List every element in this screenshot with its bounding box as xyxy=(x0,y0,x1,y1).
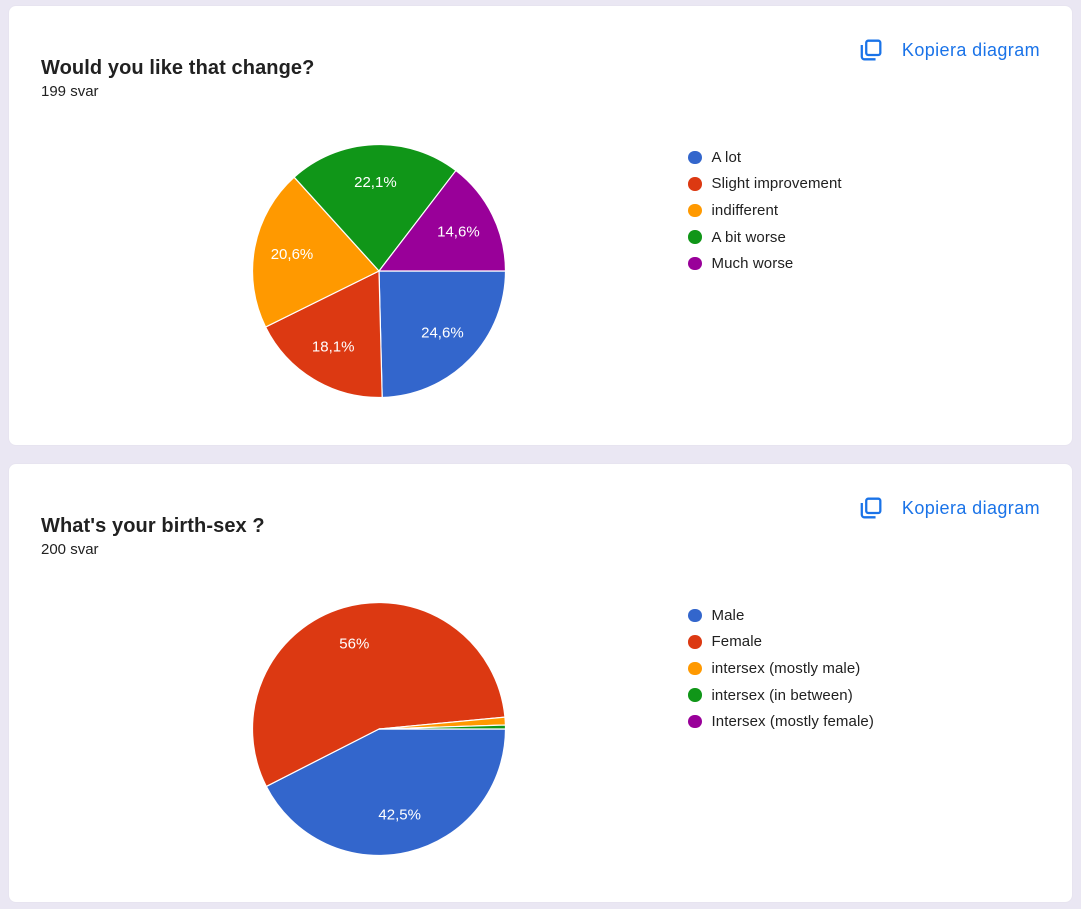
legend-color-dot xyxy=(688,635,702,649)
legend-label: A lot xyxy=(711,148,742,166)
response-count: 200 svar xyxy=(41,541,99,558)
legend-label: intersex (in between) xyxy=(711,686,853,704)
legend-color-dot xyxy=(688,177,702,191)
pie-slice[interactable] xyxy=(251,601,506,788)
legend-color-dot xyxy=(688,256,702,271)
legend-item: Intersex (mostly female) xyxy=(688,708,874,735)
question-card: Would you like that change? 199 svar Kop… xyxy=(8,5,1073,446)
legend-item: Slight improvement xyxy=(688,171,842,198)
pie-slice[interactable] xyxy=(378,270,507,399)
legend-color-dot xyxy=(688,714,702,729)
legend-label: intersex (mostly male) xyxy=(711,659,861,677)
copy-icon xyxy=(858,37,884,63)
legend-color-dot xyxy=(688,230,702,244)
legend-color-dot xyxy=(688,661,702,676)
legend-label: Male xyxy=(711,606,745,624)
pie-slice[interactable] xyxy=(265,728,507,857)
question-title: What's your birth-sex ? xyxy=(41,514,265,537)
pie-slice[interactable] xyxy=(251,176,380,328)
pie-slice-label: 22,1% xyxy=(354,174,397,191)
copy-chart-label: Kopiera diagram xyxy=(901,39,1040,60)
question-card: What's your birth-sex ? 200 svar Kopiera… xyxy=(8,463,1073,903)
legend-item: Male xyxy=(688,602,874,629)
pie-slice-label: 20,6% xyxy=(271,246,314,263)
legend-item: Female xyxy=(688,629,874,656)
legend-item: Much worse xyxy=(688,250,842,277)
legend-item: intersex (mostly male) xyxy=(688,655,874,682)
question-title: Would you like that change? xyxy=(41,56,315,79)
legend-item: A bit worse xyxy=(688,224,842,251)
legend-item: indifferent xyxy=(688,197,842,224)
copy-icon xyxy=(858,495,884,521)
legend-label: Slight improvement xyxy=(711,175,842,193)
legend-label: Intersex (mostly female) xyxy=(711,713,874,731)
legend-color-dot xyxy=(688,608,702,623)
copy-chart-button[interactable]: Kopiera diagram xyxy=(858,494,1040,522)
pie-slice[interactable] xyxy=(264,270,383,399)
response-count: 199 svar xyxy=(41,83,99,100)
legend-color-dot xyxy=(688,688,702,702)
pie-slice-label: 18,1% xyxy=(312,338,355,355)
legend-label: Much worse xyxy=(711,255,794,273)
copy-chart-label: Kopiera diagram xyxy=(901,497,1040,518)
legend-label: Female xyxy=(711,633,763,651)
pie-chart: 42,5% 56% xyxy=(251,601,507,857)
pie-chart: 24,6% 18,1% 20,6% 22,1% 14,6% xyxy=(251,143,507,399)
chart-legend: A lot Slight improvement indifferent A bit … xyxy=(688,144,842,277)
pie-slice-label: 56% xyxy=(339,636,369,653)
legend-label: A bit worse xyxy=(711,228,786,246)
pie-slice[interactable] xyxy=(378,724,507,730)
legend-item: intersex (in between) xyxy=(688,682,874,709)
pie-slice[interactable] xyxy=(377,169,507,272)
pie-slice-label: 42,5% xyxy=(378,807,421,824)
legend-item: A lot xyxy=(688,144,842,171)
copy-chart-button[interactable]: Kopiera diagram xyxy=(858,36,1040,64)
pie-slice-label: 24,6% xyxy=(421,324,464,341)
legend-color-dot xyxy=(688,203,702,218)
chart-legend: Male Female intersex (mostly male) intersex… xyxy=(688,602,874,735)
legend-color-dot xyxy=(688,150,702,165)
legend-label: indifferent xyxy=(711,201,779,219)
pie-slice[interactable] xyxy=(293,143,457,272)
pie-slice-label: 14,6% xyxy=(437,223,480,240)
